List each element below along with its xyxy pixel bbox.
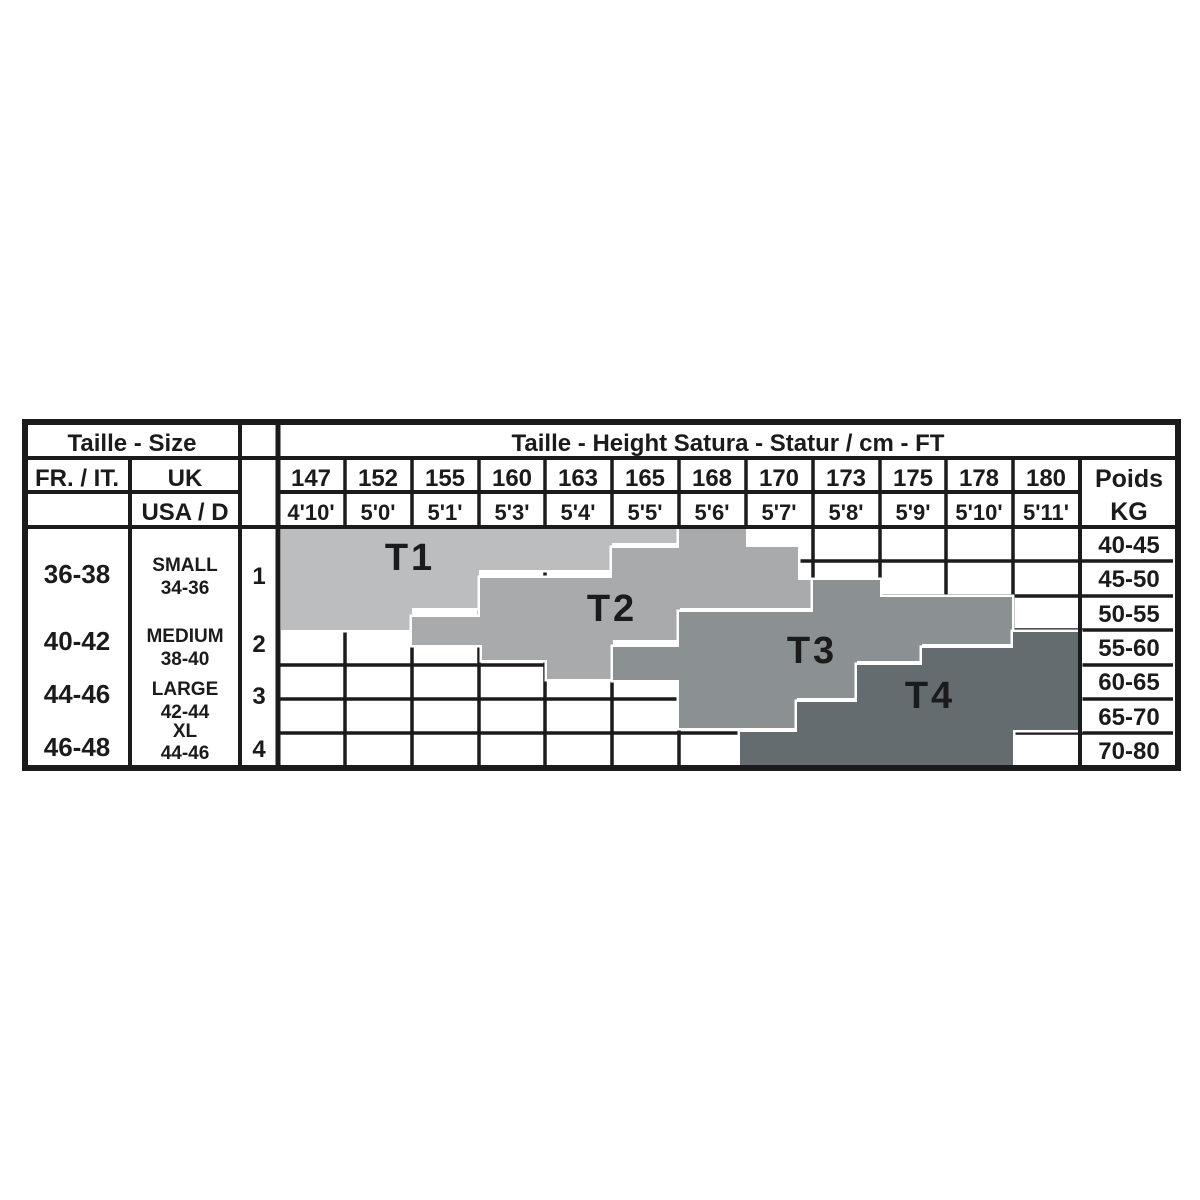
size-region-t3 [610, 577, 1015, 731]
table-text: Taille - Size Taille - Height Satura - S… [35, 430, 1163, 765]
height-ft: 5'4' [561, 500, 596, 525]
height-ft: 5'0' [361, 500, 396, 525]
size-number-column: 1 2 3 4 [252, 563, 266, 763]
fr-it-size-column: 36-38 40-42 44-46 46-48 [44, 559, 111, 762]
uk-column-label: UK [168, 465, 203, 492]
uk-size-name: XL [173, 721, 198, 742]
table-frame-lines [22, 419, 1181, 771]
weight-kg: 45-50 [1098, 566, 1159, 593]
height-cm: 163 [558, 465, 598, 492]
uk-size-range: 42-44 [161, 702, 210, 723]
height-cm: 147 [291, 465, 331, 492]
size-number: 2 [252, 631, 265, 658]
uk-size-range: 44-46 [161, 743, 210, 764]
fr-it-size: 44-46 [44, 679, 111, 709]
height-ft: 5'8' [829, 500, 864, 525]
uk-size-range: 34-36 [161, 578, 210, 599]
height-cm: 152 [358, 465, 398, 492]
height-ft: 5'10' [955, 500, 1002, 525]
weight-column-label-poids: Poids [1095, 465, 1163, 493]
height-ft: 4'10' [287, 500, 334, 525]
weight-column-label-kg: KG [1110, 498, 1148, 526]
uk-size-range: 38-40 [161, 649, 210, 670]
fr-it-column-label: FR. / IT. [35, 465, 119, 492]
height-cm: 155 [425, 465, 465, 492]
height-ft: 5'1' [428, 500, 463, 525]
size-region-t4-label: T4 [905, 675, 955, 717]
size-regions [278, 525, 1083, 769]
height-title: Taille - Height Satura - Statur / cm - F… [512, 430, 945, 457]
size-region-t2 [409, 525, 816, 682]
height-ft: 5'3' [495, 500, 530, 525]
size-region-labels: T1 T2 T3 T4 [385, 537, 955, 717]
weight-kg: 70-80 [1098, 738, 1159, 765]
size-region-t3-label: T3 [787, 630, 837, 672]
height-ft-row: 4'10' 5'0' 5'1' 5'3' 5'4' 5'5' 5'6' 5'7'… [287, 500, 1069, 525]
height-cm-row: 147 152 155 160 163 165 168 170 173 175 … [291, 465, 1066, 492]
size-title: Taille - Size [68, 430, 197, 457]
height-ft: 5'7' [762, 500, 797, 525]
height-cm: 175 [893, 465, 933, 492]
uk-size-name: MEDIUM [146, 626, 223, 647]
weight-kg-column: 40-45 45-50 50-55 55-60 60-65 65-70 70-8… [1098, 532, 1159, 765]
size-number: 1 [252, 563, 265, 590]
fr-it-size: 40-42 [44, 626, 111, 656]
weight-kg: 60-65 [1098, 669, 1159, 696]
size-region-t1-label: T1 [385, 537, 435, 579]
uk-size-name: SMALL [152, 555, 218, 576]
size-region-t4 [737, 629, 1083, 769]
weight-kg: 65-70 [1098, 704, 1159, 731]
usa-d-column-label: USA / D [141, 499, 228, 526]
size-number: 3 [252, 683, 265, 710]
size-number: 4 [252, 736, 266, 763]
fr-it-size: 46-48 [44, 732, 111, 762]
height-cm: 160 [492, 465, 532, 492]
weight-kg: 55-60 [1098, 635, 1159, 662]
height-ft: 5'11' [1023, 500, 1069, 525]
weight-kg: 40-45 [1098, 532, 1159, 559]
weight-kg: 50-55 [1098, 601, 1159, 628]
height-cm: 170 [759, 465, 799, 492]
height-cm: 173 [826, 465, 866, 492]
height-cm: 180 [1026, 465, 1066, 492]
height-cm: 168 [692, 465, 732, 492]
table-outer-border [22, 419, 1181, 771]
size-region-t2-label: T2 [587, 588, 637, 630]
height-ft: 5'9' [896, 500, 931, 525]
fr-it-size: 36-38 [44, 559, 111, 589]
uk-size-name: LARGE [152, 679, 219, 700]
height-cm: 165 [625, 465, 665, 492]
height-ft: 5'5' [628, 500, 663, 525]
uk-size-column: SMALL 34-36 MEDIUM 38-40 LARGE 42-44 XL … [146, 555, 223, 764]
height-cm: 178 [959, 465, 999, 492]
height-ft: 5'6' [695, 500, 730, 525]
